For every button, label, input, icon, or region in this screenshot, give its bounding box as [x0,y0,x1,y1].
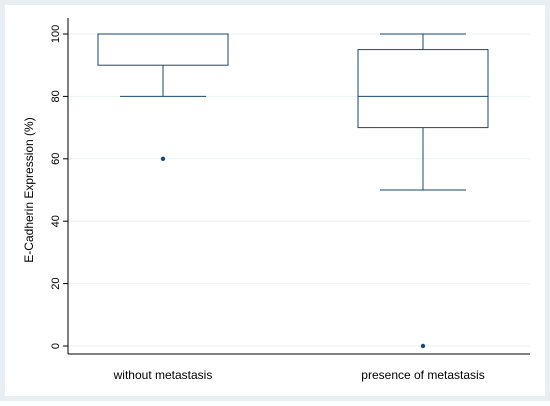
y-axis-title: E-Cadherin Expression (%) [22,117,36,262]
box-0 [97,33,229,161]
plot-area [68,18,530,354]
axes [63,18,530,355]
y-tick-label-20: 20 [50,277,62,289]
y-tick-label-100: 100 [50,25,62,43]
y-tick-label-60: 60 [50,153,62,165]
box-1 [357,33,489,349]
y-tick-label-80: 80 [50,90,62,102]
y-tick-label-0: 0 [50,343,62,349]
y-tick-label-40: 40 [50,215,62,227]
box-1-outlier-0 [420,343,426,349]
x-category-label-0: without metastasis [113,368,213,382]
box-0-outlier-0 [160,156,166,161]
x-category-label-1: presence of metastasis [361,368,484,382]
labels: 0 20 40 60 80 100 without metastasis presence o… [50,25,485,382]
box-1-iqr [357,49,489,129]
boxes [97,33,489,349]
